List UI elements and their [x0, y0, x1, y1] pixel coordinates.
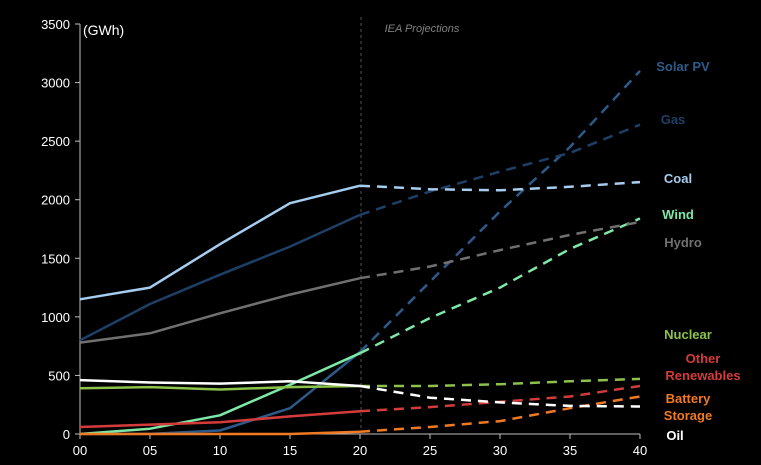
series-line-projected-hydro	[359, 220, 641, 280]
series-line-historical-oil	[79, 378, 361, 388]
axes: 0 500 1000 1500 2000 2500 3000 3500 00 05 10 15 20 25…	[41, 17, 647, 458]
series-line-projected-battery-storage	[359, 395, 641, 433]
series-line-historical-nuclear	[79, 384, 361, 391]
series-line-projected-wind	[359, 217, 641, 355]
series-label-other-renewables: Other Renewables	[665, 351, 740, 383]
y-tick-label: 0	[63, 427, 70, 442]
series-line-historical-hydro	[79, 276, 361, 344]
series-label-coal: Coal	[664, 171, 692, 186]
series-label-gas: Gas	[661, 112, 686, 127]
series-line-historical-wind	[79, 352, 361, 436]
unit-label: (GWh)	[83, 22, 124, 38]
x-tick-label: 25	[423, 443, 437, 458]
series-label-solar-pv: Solar PV	[656, 59, 710, 74]
x-tick-label: 35	[563, 443, 577, 458]
series-layer	[79, 70, 641, 436]
x-tick-label: 05	[143, 443, 157, 458]
series-line-historical-gas	[79, 213, 361, 342]
x-tick-label: 30	[493, 443, 507, 458]
x-tick-label: 20	[353, 443, 367, 458]
series-label-hydro: Hydro	[664, 235, 702, 250]
projection-label: IEA Projections	[385, 23, 460, 35]
series-line-projected-oil	[359, 384, 641, 408]
series-label-nuclear: Nuclear	[664, 327, 712, 342]
y-tick-label: 2000	[41, 193, 70, 208]
series-line-projected-nuclear	[360, 377, 641, 388]
series-line-historical-coal	[79, 184, 361, 301]
series-line-projected-solar-pv	[359, 70, 641, 353]
x-tick-label: 10	[213, 443, 227, 458]
series-line-projected-coal	[359, 180, 641, 192]
y-tick-label: 3000	[41, 76, 70, 91]
y-tick-label: 1500	[41, 251, 70, 266]
x-tick-label: 40	[633, 443, 647, 458]
series-line-historical-battery-storage	[80, 430, 361, 436]
series-line-historical-other-renewables	[79, 409, 361, 429]
x-tick-label: 00	[73, 443, 87, 458]
y-tick-label: 2500	[41, 134, 70, 149]
series-labels: Solar PV Gas Coal Wind Hydro Nuclear Other Rene…	[656, 59, 740, 443]
y-tick-label: 500	[48, 368, 70, 383]
series-label-oil: Oil	[666, 428, 683, 443]
x-tick-label: 15	[283, 443, 297, 458]
y-tick-label: 1000	[41, 310, 70, 325]
series-line-projected-gas	[359, 123, 641, 217]
series-label-wind: Wind	[662, 207, 694, 222]
y-tick-label: 3500	[41, 17, 70, 32]
series-label-battery-storage: Battery Storage	[664, 391, 712, 423]
